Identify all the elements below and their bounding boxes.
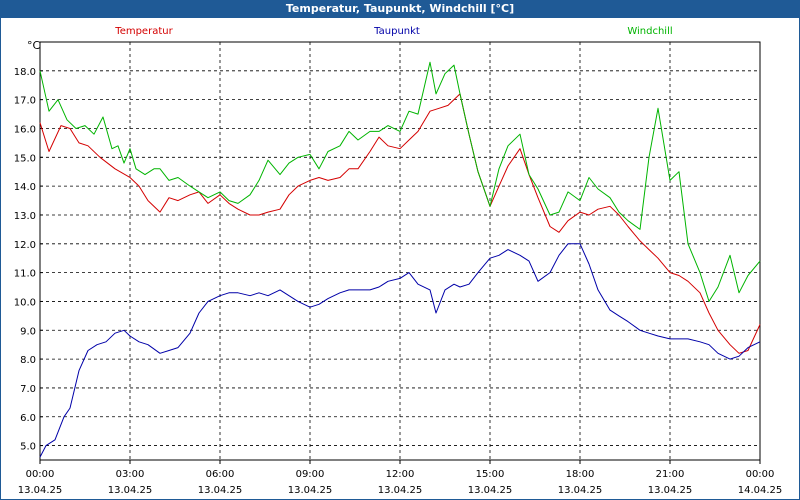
data-series (39, 61, 761, 458)
y-axis-label: °C (27, 39, 41, 52)
y-tick-label: 18.0 (14, 67, 36, 78)
x-tick-time-label: 12:00 (386, 469, 415, 480)
chart-title: Temperatur, Taupunkt, Windchill [°C] (0, 0, 800, 18)
legend-entry-temperatur: Temperatur (114, 26, 173, 37)
y-tick-label: 9.0 (20, 326, 36, 337)
x-tick-date-label: 13.04.25 (648, 485, 693, 496)
x-tick-date-label: 13.04.25 (378, 485, 423, 496)
x-tick-date-label: 13.04.25 (558, 485, 603, 496)
y-tick-label: 14.0 (14, 182, 36, 193)
y-tick-label: 5.0 (20, 442, 36, 453)
grid-lines (40, 42, 760, 460)
x-tick-time-label: 15:00 (476, 469, 505, 480)
x-tick-date-label: 13.04.25 (18, 485, 63, 496)
x-tick-date-label: 13.04.25 (468, 485, 513, 496)
y-tick-label: 10.0 (14, 297, 36, 308)
x-tick-time-label: 06:00 (206, 469, 235, 480)
x-tick-date-label: 13.04.25 (108, 485, 153, 496)
series-line-taupunkt (39, 243, 761, 458)
y-tick-label: 13.0 (14, 211, 36, 222)
y-tick-label: 8.0 (20, 355, 36, 366)
x-axis-ticks: 00:00 13.04.25 03:00 13.04.25 06:00 13.04.25 0… (18, 460, 783, 496)
y-tick-label: 17.0 (14, 96, 36, 107)
x-tick-time-label: 03:00 (116, 469, 145, 480)
y-tick-label: 11.0 (14, 269, 36, 280)
x-tick-time-label: 21:00 (656, 469, 685, 480)
legend-entry-windchill: Windchill (627, 26, 672, 37)
x-tick-time-label: 18:00 (566, 469, 595, 480)
x-tick-time-label: 00:00 (746, 469, 775, 480)
x-tick-time-label: 09:00 (296, 469, 325, 480)
x-tick-time-label: 00:00 (26, 469, 55, 480)
legend-entry-taupunkt: Taupunkt (373, 26, 420, 37)
y-tick-label: 16.0 (14, 124, 36, 135)
series-line-windchill (39, 61, 761, 302)
x-tick-date-label: 14.04.25 (738, 485, 783, 496)
legend: Temperatur Taupunkt Windchill (114, 26, 672, 37)
y-tick-label: 12.0 (14, 240, 36, 251)
series-line-temperatur (39, 93, 761, 354)
x-tick-date-label: 13.04.25 (288, 485, 333, 496)
y-tick-label: 7.0 (20, 384, 36, 395)
x-tick-date-label: 13.04.25 (198, 485, 243, 496)
y-axis-ticks: 5.0 6.0 7.0 8.0 9.0 10.0 11.0 12.0 13.0 14.0 15.0 1… (14, 67, 43, 453)
y-tick-label: 15.0 (14, 153, 36, 164)
y-tick-label: 6.0 (20, 413, 36, 424)
